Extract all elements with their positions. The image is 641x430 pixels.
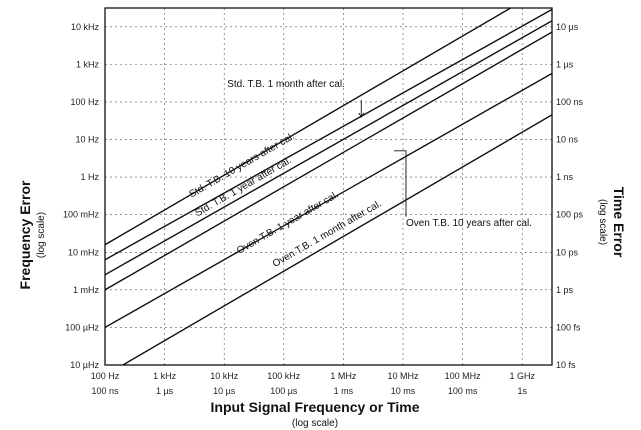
series-line-std-10y	[105, 8, 513, 246]
y-tick-label-right: 100 ps	[556, 210, 584, 220]
std-1-month-arrowhead	[358, 112, 365, 118]
x-tick-label-frequency: 100 MHz	[445, 371, 482, 381]
x-axis-title: Input Signal Frequency or Time	[211, 399, 420, 415]
x-tick-label-frequency: 10 MHz	[387, 371, 419, 381]
plot-frame	[104, 7, 553, 366]
annotation-layer: Std. T.B. 1 month after cal.Std. T.B. 10…	[187, 79, 532, 270]
label-layer: 100 Hz 100 ns 1 kHz 1 µs 10 kHz 10 µs 100 kHz 1…	[63, 22, 584, 396]
y-tick-label-left: 10 µHz	[70, 360, 99, 370]
x-tick-label-frequency: 100 Hz	[91, 371, 120, 381]
x-tick-label-time: 10 ms	[391, 386, 416, 396]
x-tick-label-time: 10 µs	[213, 386, 236, 396]
y-tick-label-right: 10 ns	[556, 135, 579, 145]
y-tick-label-left: 1 Hz	[80, 172, 99, 182]
y-tick-label-left: 100 mHz	[63, 210, 100, 220]
y-tick-label-right: 10 µs	[556, 22, 579, 32]
y-tick-label-right: 100 ns	[556, 97, 584, 107]
series-layer	[105, 8, 552, 365]
y2-axis-title: Time Error	[611, 187, 627, 258]
y-tick-label-left: 10 kHz	[71, 22, 100, 32]
y-tick-label-right: 1 ns	[556, 172, 574, 182]
y-tick-label-right: 1 ps	[556, 285, 574, 295]
y-tick-label-right: 100 fs	[556, 322, 581, 332]
y-axis-title: Frequency Error	[17, 180, 33, 289]
series-line-oven-10y	[105, 31, 552, 291]
grid-layer	[104, 8, 552, 365]
y2-axis-subtitle: (log scale)	[597, 199, 608, 245]
oven-10-years-pointer	[394, 150, 407, 217]
x-tick-label-time: 1 µs	[156, 386, 174, 396]
y-tick-label-left: 100 Hz	[70, 97, 99, 107]
series-annotation: Oven T.B. 10 years after cal.	[406, 218, 532, 229]
x-tick-label-frequency: 1 GHz	[509, 371, 535, 381]
series-line-oven-1y	[105, 72, 552, 329]
x-tick-label-time: 100 µs	[270, 386, 298, 396]
x-tick-label-frequency: 10 kHz	[210, 371, 239, 381]
y-tick-label-left: 100 µHz	[65, 322, 99, 332]
x-tick-label-frequency: 1 kHz	[153, 371, 177, 381]
y-tick-label-right: 1 µs	[556, 59, 574, 69]
series-annotation: Std. T.B. 1 month after cal.	[227, 79, 345, 90]
x-axis-subtitle: (log scale)	[292, 418, 338, 429]
x-tick-label-frequency: 100 kHz	[267, 371, 301, 381]
y-tick-label-left: 1 kHz	[76, 59, 100, 69]
y-tick-label-left: 10 mHz	[68, 247, 100, 257]
x-tick-label-frequency: 1 MHz	[330, 371, 357, 381]
series-line-oven-1m	[122, 114, 552, 365]
y-tick-label-right: 10 ps	[556, 247, 579, 257]
x-tick-label-time: 100 ns	[91, 386, 119, 396]
series-annotation: Oven T.B. 1 month after cal.	[271, 198, 384, 269]
y-tick-label-left: 1 mHz	[73, 285, 100, 295]
y-tick-label-left: 10 Hz	[75, 135, 99, 145]
y-tick-label-right: 10 fs	[556, 360, 576, 370]
x-tick-label-time: 1s	[517, 386, 527, 396]
x-tick-label-time: 1 ms	[334, 386, 354, 396]
series-line-std-1m	[105, 19, 552, 276]
series-line-std-1y	[105, 8, 552, 261]
y-axis-subtitle: (log scale)	[36, 212, 47, 258]
annotation-pointers	[358, 100, 407, 217]
x-tick-label-time: 100 ms	[448, 386, 478, 396]
